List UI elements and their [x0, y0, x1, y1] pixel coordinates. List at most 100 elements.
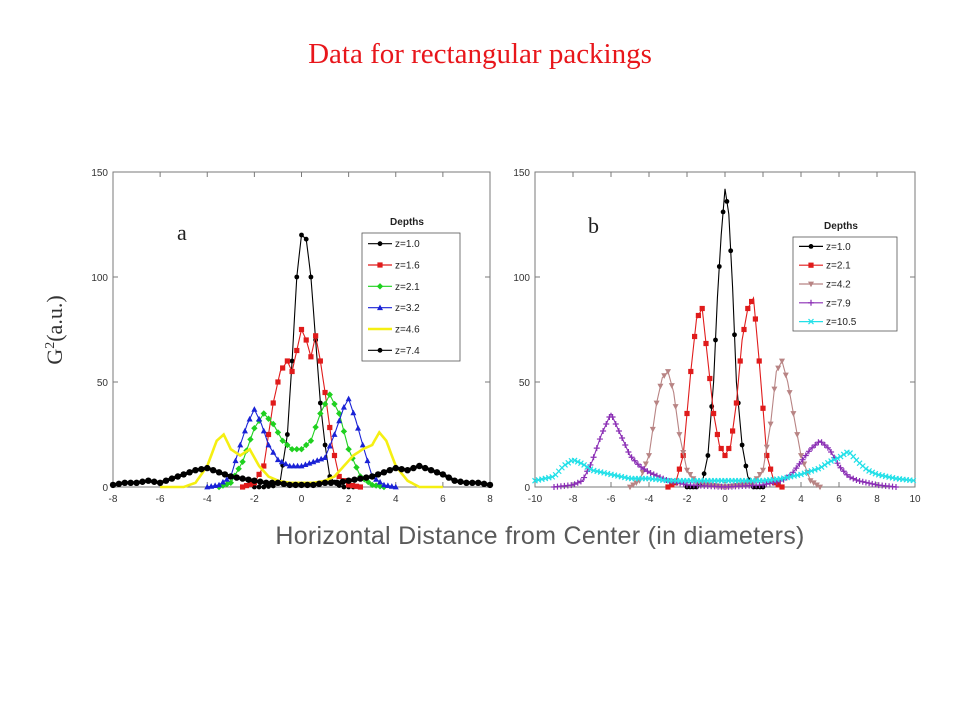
x-tick-label: 10 [909, 494, 921, 505]
data-point [351, 476, 358, 483]
data-point [794, 432, 801, 438]
data-point [775, 482, 781, 488]
data-point [695, 312, 701, 319]
data-point [669, 482, 675, 488]
legend-label: z=4.2 [826, 280, 851, 291]
data-point [275, 379, 281, 385]
data-point [574, 479, 581, 486]
data-point [286, 481, 293, 489]
data-point [416, 462, 423, 470]
data-point [457, 478, 464, 485]
data-point [834, 455, 841, 462]
data-point [265, 415, 272, 422]
data-point [828, 449, 835, 455]
legend-label: z=1.6 [395, 261, 420, 272]
data-point [174, 473, 181, 480]
data-point [274, 429, 282, 436]
data-point [739, 442, 745, 448]
data-point [809, 444, 816, 451]
data-point [668, 383, 675, 389]
data-point [840, 451, 847, 458]
data-point [198, 465, 205, 473]
data-point [331, 452, 338, 459]
data-point [386, 467, 394, 474]
y-tick-label: 100 [91, 273, 108, 284]
data-point [644, 468, 651, 475]
data-point [766, 480, 773, 487]
data-point [756, 472, 763, 478]
y-axis-label: G2(a.u.) [42, 295, 67, 364]
data-point [714, 431, 720, 438]
data-point [245, 476, 252, 483]
data-point [649, 426, 656, 433]
data-point [812, 442, 819, 448]
data-point [771, 386, 778, 393]
data-point [716, 264, 722, 269]
data-point [364, 457, 371, 464]
data-point [571, 457, 578, 464]
data-point [657, 383, 664, 390]
data-point [562, 462, 569, 468]
data-point [392, 464, 399, 472]
data-point [850, 475, 857, 482]
data-point [690, 476, 697, 482]
data-point [600, 428, 607, 434]
data-point [192, 467, 199, 474]
data-point [251, 406, 258, 412]
data-point [326, 442, 333, 449]
y-tick-label: 0 [102, 483, 108, 494]
series-z-1-0 [684, 188, 766, 490]
data-point [745, 305, 751, 312]
data-point [355, 425, 362, 431]
x-tick-label: -6 [607, 494, 616, 505]
data-point [672, 404, 679, 410]
data-point [779, 358, 785, 365]
legend-label: z=7.4 [395, 346, 420, 357]
legend-marker [377, 262, 383, 268]
data-point [233, 474, 240, 481]
data-point [289, 368, 295, 375]
x-tick-label: 6 [440, 494, 446, 505]
data-point [631, 457, 638, 464]
data-point [247, 481, 254, 487]
data-point [317, 410, 324, 417]
data-point [374, 471, 382, 478]
data-point [627, 484, 633, 491]
data-point [798, 471, 804, 478]
data-point [268, 479, 276, 486]
data-point [866, 467, 873, 474]
data-point [215, 469, 223, 476]
data-point [596, 436, 603, 443]
data-point [298, 326, 305, 333]
data-point [587, 466, 594, 473]
data-point [790, 411, 797, 417]
data-point [862, 465, 869, 472]
data-point [724, 199, 730, 204]
data-point [805, 448, 812, 455]
data-point [298, 481, 305, 489]
data-point [308, 274, 314, 280]
data-point [665, 484, 671, 490]
data-point [726, 445, 732, 452]
data-point [756, 358, 762, 364]
data-point [308, 354, 314, 360]
data-point [310, 481, 317, 489]
data-point [221, 471, 229, 478]
data-point [303, 236, 309, 242]
y-tick-label: 100 [513, 273, 530, 284]
data-point [733, 400, 739, 406]
data-point [422, 464, 429, 472]
data-point [760, 481, 766, 488]
x-tick-label: -10 [528, 494, 543, 505]
data-point [866, 480, 873, 487]
data-point [109, 481, 117, 489]
data-point [315, 480, 323, 488]
x-tick-label: 2 [346, 494, 352, 505]
data-point [684, 410, 690, 417]
data-point [743, 463, 749, 469]
data-point [653, 400, 660, 407]
data-point [760, 405, 766, 411]
data-point [642, 461, 649, 468]
data-point [216, 481, 223, 488]
data-point [235, 465, 242, 472]
